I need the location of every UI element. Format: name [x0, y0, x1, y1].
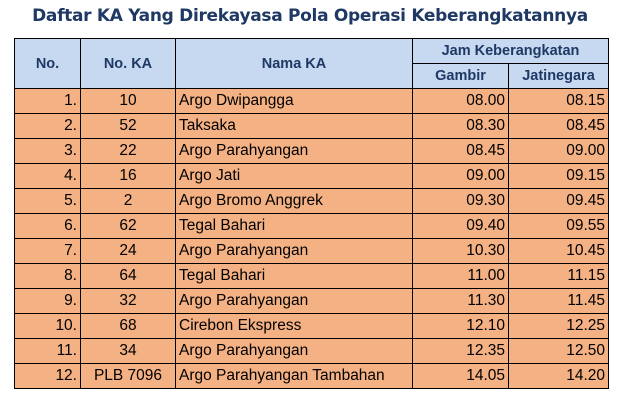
time-jatinegara: 09.15 — [508, 163, 609, 189]
row-no: 6. — [14, 213, 81, 239]
train-name: Tegal Bahari — [175, 213, 413, 239]
row-no: 5. — [14, 188, 81, 214]
table-row: 3. 22 Argo Parahyangan 08.45 09.00 — [14, 138, 609, 164]
train-number: 52 — [80, 113, 176, 139]
train-number: 68 — [80, 313, 176, 339]
train-number: 24 — [80, 238, 176, 264]
time-jatinegara: 11.15 — [508, 263, 609, 289]
table-body: 1. 10 Argo Dwipangga 08.00 08.15 2. 52 Taksaka 0… — [14, 88, 609, 389]
table-row: 10. 68 Cirebon Ekspress 12.10 12.25 — [14, 313, 609, 339]
table-row: 2. 52 Taksaka 08.30 08.45 — [14, 113, 609, 139]
table-row: 11. 34 Argo Parahyangan 12.35 12.50 — [14, 338, 609, 364]
train-name: Argo Dwipangga — [175, 88, 413, 114]
train-name: Argo Parahyangan — [175, 288, 413, 314]
time-gambir: 09.30 — [412, 188, 509, 214]
time-gambir: 08.00 — [412, 88, 509, 114]
row-no: 8. — [14, 263, 81, 289]
header-gambir: Gambir — [412, 63, 509, 89]
header-no-ka: No. KA — [80, 38, 176, 89]
time-gambir: 08.45 — [412, 138, 509, 164]
train-number: PLB 7096 — [80, 363, 176, 389]
time-gambir: 12.10 — [412, 313, 509, 339]
train-name: Taksaka — [175, 113, 413, 139]
train-number: 2 — [80, 188, 176, 214]
time-gambir: 09.40 — [412, 213, 509, 239]
time-jatinegara: 10.45 — [508, 238, 609, 264]
time-gambir: 09.00 — [412, 163, 509, 189]
train-name: Argo Jati — [175, 163, 413, 189]
train-name: Argo Bromo Anggrek — [175, 188, 413, 214]
train-number: 62 — [80, 213, 176, 239]
row-no: 1. — [14, 88, 81, 114]
train-name: Argo Parahyangan Tambahan — [175, 363, 413, 389]
time-jatinegara: 11.45 — [508, 288, 609, 314]
table-row: 8. 64 Tegal Bahari 11.00 11.15 — [14, 263, 609, 289]
title: Daftar KA Yang Direkayasa Pola Operasi K… — [32, 6, 588, 26]
train-name: Cirebon Ekspress — [175, 313, 413, 339]
time-jatinegara: 09.55 — [508, 213, 609, 239]
time-jatinegara: 09.00 — [508, 138, 609, 164]
train-name: Argo Parahyangan — [175, 138, 413, 164]
train-number: 22 — [80, 138, 176, 164]
row-no: 3. — [14, 138, 81, 164]
time-gambir: 11.00 — [412, 263, 509, 289]
table-row: 9. 32 Argo Parahyangan 11.30 11.45 — [14, 288, 609, 314]
time-jatinegara: 09.45 — [508, 188, 609, 214]
row-no: 12. — [14, 363, 81, 389]
time-jatinegara: 08.45 — [508, 113, 609, 139]
time-gambir: 14.05 — [412, 363, 509, 389]
row-no: 10. — [14, 313, 81, 339]
row-no: 4. — [14, 163, 81, 189]
row-no: 11. — [14, 338, 81, 364]
train-number: 10 — [80, 88, 176, 114]
time-jatinegara: 14.20 — [508, 363, 609, 389]
header-jatinegara: Jatinegara — [508, 63, 609, 89]
table-row: 4. 16 Argo Jati 09.00 09.15 — [14, 163, 609, 189]
train-number: 32 — [80, 288, 176, 314]
header-jam: Jam Keberangkatan — [412, 38, 609, 64]
schedule-table: No. No. KA Nama KA Jam Keberangkatan Gam… — [14, 38, 609, 389]
train-name: Tegal Bahari — [175, 263, 413, 289]
time-jatinegara: 08.15 — [508, 88, 609, 114]
table-row: 7. 24 Argo Parahyangan 10.30 10.45 — [14, 238, 609, 264]
train-name: Argo Parahyangan — [175, 238, 413, 264]
row-no: 2. — [14, 113, 81, 139]
header-no: No. — [14, 38, 81, 89]
time-jatinegara: 12.25 — [508, 313, 609, 339]
row-no: 9. — [14, 288, 81, 314]
table-row: 5. 2 Argo Bromo Anggrek 09.30 09.45 — [14, 188, 609, 214]
table-row: 1. 10 Argo Dwipangga 08.00 08.15 — [14, 88, 609, 114]
table-row: 12. PLB 7096 Argo Parahyangan Tambahan 14.0… — [14, 363, 609, 389]
train-number: 34 — [80, 338, 176, 364]
time-gambir: 11.30 — [412, 288, 509, 314]
train-name: Argo Parahyangan — [175, 338, 413, 364]
row-no: 7. — [14, 238, 81, 264]
time-gambir: 10.30 — [412, 238, 509, 264]
time-gambir: 12.35 — [412, 338, 509, 364]
time-jatinegara: 12.50 — [508, 338, 609, 364]
header-nama-ka: Nama KA — [175, 38, 413, 89]
train-number: 64 — [80, 263, 176, 289]
train-number: 16 — [80, 163, 176, 189]
table-row: 6. 62 Tegal Bahari 09.40 09.55 — [14, 213, 609, 239]
time-gambir: 08.30 — [412, 113, 509, 139]
